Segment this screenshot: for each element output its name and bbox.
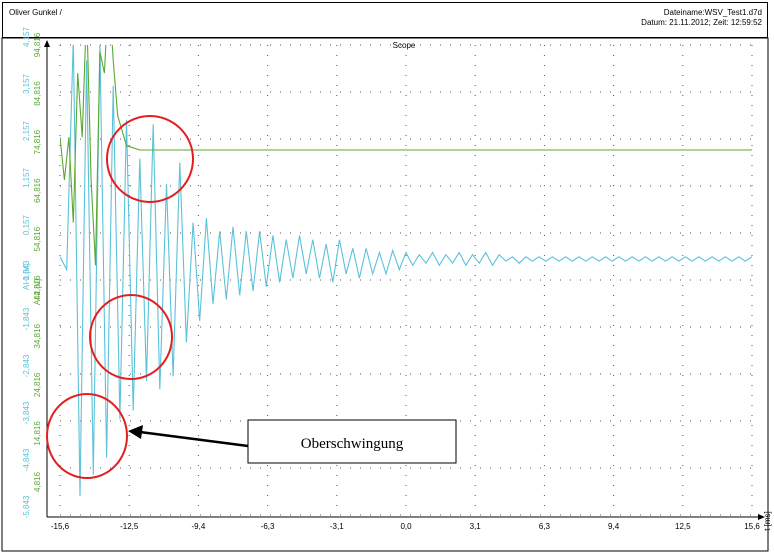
ai2-tick-label: 84,816 xyxy=(33,81,42,106)
ai2-tick-label: 34,816 xyxy=(33,324,42,349)
series-layer xyxy=(60,45,752,497)
ai1-tick-label: -4,843 xyxy=(22,448,31,471)
x-axis-arrow xyxy=(758,514,765,520)
report-header: Oliver Gunkel / Dateiname:WSV_Test1.d7d … xyxy=(2,2,768,38)
ai2-tick-label: 54,816 xyxy=(33,226,42,251)
x-tick-label: -12,5 xyxy=(120,522,139,531)
y-axis-label-ai2: AI 2 [V] xyxy=(33,279,42,305)
ai2-tick-label: 44,816 xyxy=(33,275,42,300)
ai1-tick-label: 2,157 xyxy=(22,120,31,141)
callout-text: Oberschwingung xyxy=(301,436,404,452)
callout-arrow-line xyxy=(139,430,249,448)
annotation-circle-3 xyxy=(46,393,128,479)
y-axis-label-ai1: AI 1 [V] xyxy=(22,264,31,290)
x-tick-label: 0,0 xyxy=(400,522,412,531)
callout-arrow-head xyxy=(128,425,143,439)
x-tick-label: 9,4 xyxy=(608,522,620,531)
datetime-label: Datum: 21.11.2012; Zeit: 12:59:52 xyxy=(641,18,762,27)
filename-label: Dateiname:WSV_Test1.d7d xyxy=(663,8,762,17)
ai2-tick-label: 74,816 xyxy=(33,129,42,154)
x-tick-label: 12,5 xyxy=(675,522,691,531)
ai2-tick-label: 94,816 xyxy=(33,32,42,57)
ai1-tick-label: -1,843 xyxy=(22,307,31,330)
series-line-1 xyxy=(60,45,752,497)
x-tick-label: -6,3 xyxy=(261,522,275,531)
callout-box xyxy=(247,419,457,464)
x-tick-label: 3,1 xyxy=(470,522,482,531)
x-tick-label: 15,6 xyxy=(744,522,760,531)
series-line-2 xyxy=(60,45,752,266)
ai1-tick-label: 1,157 xyxy=(22,167,31,188)
y-axis-arrow xyxy=(44,40,50,47)
ai1-tick-label: -2,843 xyxy=(22,354,31,377)
x-axis-label: t [ms] xyxy=(763,511,772,531)
tick-labels: -15,6 -12,5 -9,4 -6,3 -3,1 0,0 3,1 6,3 9,4 12,5 15… xyxy=(22,26,772,531)
annotations: Oberschwingung xyxy=(46,115,457,479)
ai2-tick-label: 24,816 xyxy=(33,372,42,397)
x-tick-label: 6,3 xyxy=(539,522,551,531)
author-label: Oliver Gunkel / xyxy=(9,8,62,17)
chart-frame xyxy=(1,37,769,552)
ai2-tick-label: 4,816 xyxy=(33,471,42,492)
x-tick-label: -15,6 xyxy=(51,522,70,531)
ai2-tick-label: 14,816 xyxy=(33,421,42,446)
ai1-tick-label: -3,843 xyxy=(22,401,31,424)
annotation-circle-2 xyxy=(89,294,173,380)
ai2-tick-label: 64,816 xyxy=(33,178,42,203)
ai1-tick-label: 3,157 xyxy=(22,73,31,94)
ai1-tick-label: 4,157 xyxy=(22,26,31,47)
x-tick-label: -9,4 xyxy=(192,522,206,531)
chart-title: Scope xyxy=(393,41,416,50)
annotation-circle-1 xyxy=(106,115,194,203)
ai1-tick-label: 0,157 xyxy=(22,214,31,235)
x-tick-label: -3,1 xyxy=(330,522,344,531)
ai1-tick-label: -0,843 xyxy=(22,260,31,283)
ai1-tick-label: -5,843 xyxy=(22,495,31,518)
